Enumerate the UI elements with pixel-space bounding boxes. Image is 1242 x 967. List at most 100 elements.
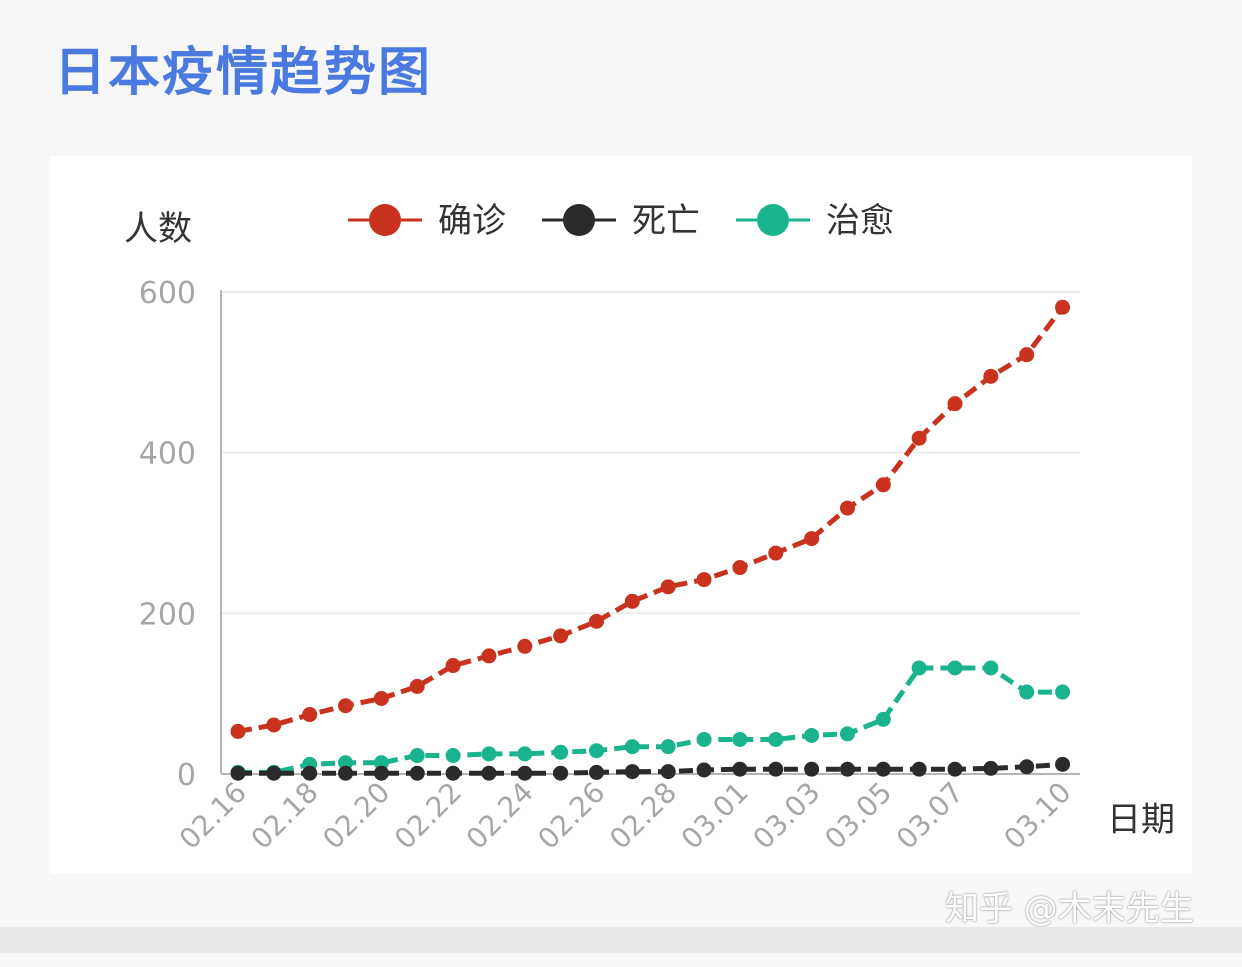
data-point [947, 396, 963, 412]
data-point [660, 764, 676, 780]
data-point [230, 723, 246, 739]
data-point [445, 658, 461, 674]
data-point [266, 765, 282, 781]
x-tick-label: 03.05 [818, 776, 898, 856]
data-point [517, 746, 533, 762]
x-tick-label: 02.22 [388, 776, 468, 856]
legend-item-确诊: 确诊 [348, 201, 506, 241]
data-point [445, 765, 461, 781]
series-line [237, 305, 1065, 734]
data-point [373, 690, 389, 706]
x-tick-label: 03.10 [997, 776, 1077, 856]
data-point [1019, 759, 1035, 775]
x-tick-label: 03.07 [890, 776, 970, 856]
data-point [302, 765, 318, 781]
series-layer [230, 299, 1071, 781]
data-point [373, 755, 389, 771]
data-point [553, 765, 569, 781]
series-line [238, 761, 1063, 776]
y-axis-title: 人数 [124, 209, 192, 249]
data-point [409, 765, 425, 781]
data-point [1055, 299, 1071, 315]
series-确诊 [230, 299, 1071, 739]
x-tick-label: 02.20 [316, 776, 396, 856]
data-point [338, 765, 354, 781]
data-point [911, 660, 927, 676]
data-point [517, 638, 533, 654]
x-tick-label: 03.01 [675, 776, 755, 856]
data-point [230, 765, 246, 781]
x-tick-label: 02.28 [603, 776, 683, 856]
watermark: 知乎 @木末先生 [945, 889, 1194, 929]
data-point [1019, 347, 1035, 363]
x-tick-label: 02.18 [245, 776, 325, 856]
legend-item-治愈: 治愈 [736, 201, 894, 241]
data-point [732, 731, 748, 747]
data-point [409, 748, 425, 764]
data-point [553, 628, 569, 644]
page-title: 日本疫情趋势图 [54, 43, 433, 103]
data-point [696, 572, 712, 588]
data-point [373, 765, 389, 781]
data-point [983, 760, 999, 776]
legend-marker [369, 204, 401, 236]
legend-marker [563, 204, 595, 236]
data-point [624, 764, 640, 780]
x-tick-label: 02.24 [460, 776, 540, 856]
data-point [1019, 684, 1035, 700]
legend-item-死亡: 死亡 [542, 201, 700, 241]
data-point [983, 660, 999, 676]
data-point [768, 761, 784, 777]
legend-label: 治愈 [826, 201, 894, 241]
data-point [660, 739, 676, 755]
bottom-bar [0, 927, 1242, 953]
data-point [481, 765, 497, 781]
data-point [624, 593, 640, 609]
x-tick-label: 02.26 [531, 776, 611, 856]
data-point [732, 761, 748, 777]
data-point [839, 761, 855, 777]
data-point [732, 560, 748, 576]
y-tick-label: 200 [139, 597, 196, 632]
y-tick-label: 400 [139, 437, 196, 472]
data-point [481, 746, 497, 762]
data-point [338, 698, 354, 714]
data-point [804, 727, 820, 743]
x-tick-label: 03.03 [747, 776, 827, 856]
legend-marker [757, 204, 789, 236]
data-point [947, 660, 963, 676]
data-point [947, 761, 963, 777]
tick-labels: 0200400600人数日期02.1602.1802.2002.2202.240… [124, 209, 1175, 856]
data-point [1055, 684, 1071, 700]
data-point [839, 500, 855, 516]
series-line [238, 665, 1063, 775]
data-point [302, 707, 318, 723]
x-axis-title: 日期 [1107, 800, 1175, 840]
data-point [266, 717, 282, 733]
data-point [624, 739, 640, 755]
legend-label: 死亡 [632, 201, 700, 241]
data-point [875, 761, 891, 777]
data-point [1055, 756, 1071, 772]
chart-card: 0 200 400 600 人数 日期 02.16 02.18 02.20 02.22 02.24 0… [50, 156, 1192, 874]
data-point [911, 430, 927, 446]
series-死亡 [230, 756, 1071, 781]
data-point [983, 368, 999, 384]
grid-lines [221, 291, 1080, 615]
line-chart: 0200400600人数日期02.1602.1802.2002.2202.240… [124, 201, 1175, 856]
legend: 确诊 死亡 治愈 [348, 201, 894, 241]
data-point [481, 648, 497, 664]
legend-label: 确诊 [438, 201, 506, 241]
data-point [804, 531, 820, 547]
data-point [768, 545, 784, 561]
data-point [517, 765, 533, 781]
data-point [911, 761, 927, 777]
y-tick-label: 600 [139, 276, 196, 311]
data-point [589, 743, 604, 759]
data-point [839, 726, 855, 742]
data-point [660, 579, 676, 595]
data-point [696, 762, 712, 778]
y-tick-label: 0 [177, 758, 196, 793]
bottom-strip [0, 953, 1242, 967]
data-point [589, 613, 604, 629]
